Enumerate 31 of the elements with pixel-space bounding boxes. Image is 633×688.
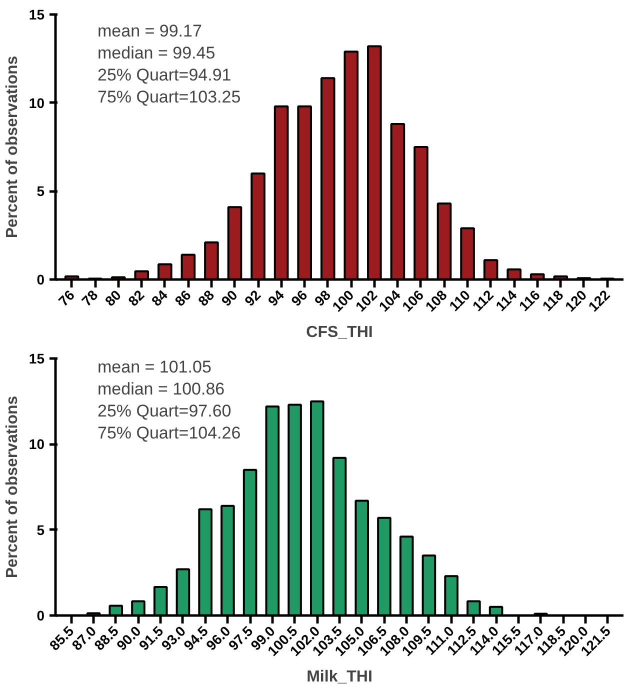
annotation: median = 100.86	[98, 380, 225, 398]
annotation: 25% Quart=94.91	[98, 66, 232, 84]
y-axis-title: Percent of observations	[4, 56, 21, 238]
annotation: median = 99.45	[98, 44, 216, 62]
x-tick-label: 96	[288, 286, 310, 310]
x-tick-label: 94	[264, 286, 288, 310]
y-tick-label: 0	[36, 608, 45, 624]
y-tick-label: 15	[28, 350, 45, 366]
y-tick-label: 5	[36, 522, 45, 538]
y-tick-label: 15	[28, 6, 45, 22]
x-tick-label: 92	[241, 286, 264, 310]
x-tick-label: 80	[102, 286, 124, 310]
annotation: 75% Quart=104.26	[98, 424, 241, 442]
x-tick-label: 84	[148, 286, 171, 310]
y-tick-label: 10	[28, 94, 45, 111]
y-tick-label: 10	[28, 436, 45, 452]
annotation: mean = 99.17	[98, 22, 202, 40]
annotation: 75% Quart=103.25	[98, 88, 241, 106]
x-tick-label: 86	[172, 286, 194, 310]
x-tick-label: 76	[55, 286, 78, 310]
annotation: 25% Quart=97.60	[98, 402, 232, 420]
y-tick-label: 5	[36, 183, 45, 200]
x-tick-label: 82	[124, 286, 148, 310]
x-axis-title: CFS_THI	[306, 324, 373, 342]
x-tick-label: 88	[194, 286, 218, 310]
x-tick-label: 78	[78, 286, 101, 310]
y-tick-label: 0	[36, 272, 45, 288]
x-axis-title: Milk_THI	[306, 668, 372, 686]
y-axis-title: Percent of observations	[4, 396, 21, 578]
x-tick-label: 90	[218, 286, 241, 310]
annotation: mean = 101.05	[98, 358, 212, 376]
